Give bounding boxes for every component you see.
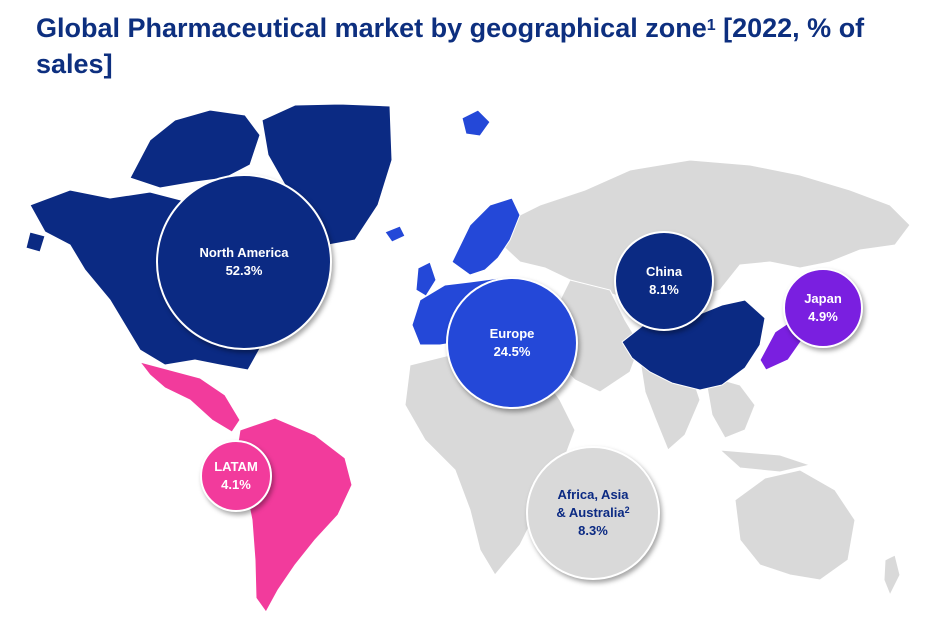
title-footnote-marker: 1: [706, 17, 716, 34]
bubble-latam: LATAM 4.1%: [200, 440, 272, 512]
svalbard: [461, 109, 491, 137]
region-value: 52.3%: [225, 263, 263, 278]
region-value: 4.9%: [808, 309, 838, 324]
scandinavia: [451, 197, 521, 276]
indonesia-region: [718, 449, 812, 473]
region-name-line2: & Australia2: [556, 505, 630, 520]
region-value: 8.1%: [649, 282, 679, 297]
region-name: Europe: [489, 326, 535, 341]
bubble-japan: Japan 4.9%: [783, 268, 863, 348]
region-value: 24.5%: [493, 344, 531, 359]
region-name: Japan: [804, 291, 842, 306]
region-name: China: [645, 264, 683, 279]
british-isles: [415, 261, 437, 297]
title-bold: Global Pharmaceutical market by geograph…: [36, 13, 707, 43]
iceland: [384, 225, 406, 243]
bubble-china: China 8.1%: [614, 231, 714, 331]
region-value: 8.3%: [578, 523, 608, 538]
southeast-asia-region: [704, 374, 756, 439]
region-name: LATAM: [214, 459, 258, 474]
arctic-islands: [129, 109, 261, 189]
australia-region: [734, 469, 856, 581]
region-name: North America: [199, 245, 289, 260]
alaska-peninsula: [25, 231, 46, 253]
bubble-europe: Europe 24.5%: [446, 277, 578, 409]
new-zealand: [883, 554, 901, 597]
bubble-africa-asia-australia: Africa, Asia & Australia2 8.3%: [526, 446, 660, 580]
title-rest: [2022, % of sales]: [36, 13, 865, 79]
region-name-line1: Africa, Asia: [557, 487, 629, 502]
page-title: Global Pharmaceutical market by geograph…: [36, 10, 916, 82]
region-value: 4.1%: [221, 477, 251, 492]
bubble-north-america: North America 52.3%: [156, 174, 332, 350]
mexico-central-america: [138, 361, 241, 433]
greenland: [261, 103, 393, 246]
footnote-marker: 2: [624, 505, 630, 515]
